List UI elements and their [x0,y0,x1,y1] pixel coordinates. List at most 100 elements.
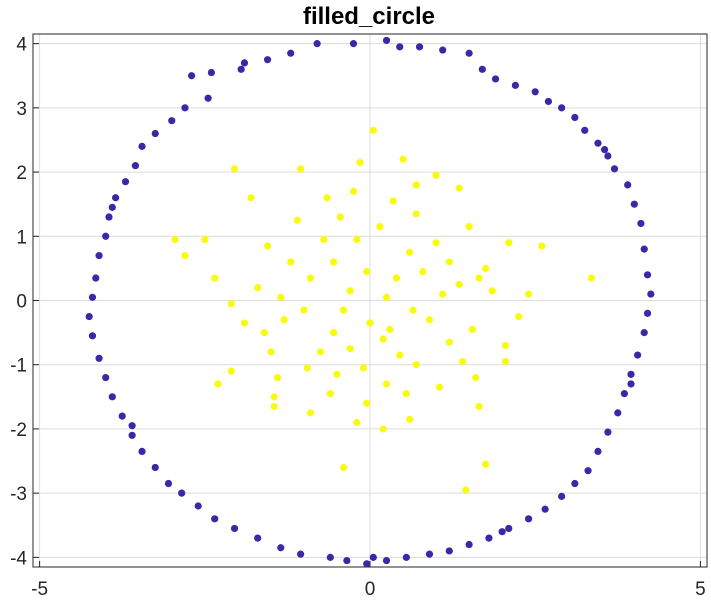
scatter-point-series-2 [505,239,513,247]
scatter-point-series-2 [346,287,354,295]
scatter-point-series-1 [369,553,377,561]
scatter-point-series-2 [412,181,420,189]
scatter-point-series-2 [330,258,338,266]
scatter-point-series-1 [498,528,506,536]
scatter-point-series-1 [92,274,100,282]
scatter-point-series-1 [491,75,500,83]
scatter-point-series-1 [277,544,285,552]
scatter-point-series-1 [178,489,186,497]
scatter-point-series-2 [214,380,222,388]
scatter-point-series-1 [108,203,116,211]
scatter-point-series-1 [640,245,648,253]
scatter-point-series-2 [435,383,443,391]
scatter-point-series-2 [320,235,328,244]
scatter-point-series-2 [419,268,427,276]
scatter-point-series-1 [594,447,602,456]
scatter-point-series-1 [594,139,602,147]
scatter-point-series-2 [293,216,301,224]
scatter-point-series-2 [270,393,278,401]
scatter-point-series-1 [624,181,632,189]
scatter-point-series-2 [316,348,325,356]
x-tick-label: -5 [31,579,48,600]
scatter-point-series-1 [88,332,97,340]
y-tick-label: 0 [16,292,27,313]
scatter-point-series-2 [336,213,344,221]
scatter-point-series-2 [389,197,397,205]
scatter-point-series-2 [260,329,268,337]
scatter-point-series-2 [501,357,510,366]
scatter-point-series-2 [280,316,288,324]
scatter-point-series-1 [571,479,579,488]
scatter-point-series-1 [640,329,648,337]
scatter-point-series-1 [382,556,391,565]
scatter-point-series-1 [544,97,553,106]
scatter-point-series-2 [406,415,414,423]
scatter-point-series-2 [270,402,278,411]
scatter-point-series-2 [439,290,447,298]
scatter-point-series-2 [376,223,384,231]
scatter-point-series-1 [287,49,295,57]
scatter-point-series-2 [475,274,483,282]
scatter-point-series-2 [386,325,394,333]
scatter-point-series-2 [247,194,255,202]
scatter-point-series-1 [121,178,130,186]
scatter-point-series-2 [587,274,595,282]
scatter-point-series-2 [363,268,371,276]
scatter-point-series-1 [505,524,513,533]
scatter-point-series-1 [85,312,93,321]
scatter-point-series-2 [412,361,420,369]
scatter-point-series-1 [478,65,486,73]
y-tick-label: -4 [10,548,27,569]
scatter-point-series-2 [455,184,463,192]
scatter-point-series-2 [306,409,315,417]
x-tick-label: 0 [365,579,376,600]
scatter-point-series-1 [105,213,113,221]
scatter-point-series-2 [359,364,367,372]
scatter-point-series-2 [468,325,477,333]
y-tick-label: -3 [10,484,27,505]
scatter-point-series-2 [455,280,463,289]
scatter-point-series-1 [627,370,635,378]
scatter-point-series-1 [363,560,371,568]
scatter-point-series-1 [263,56,272,64]
scatter-point-series-1 [230,524,239,533]
scatter-point-series-2 [472,373,480,382]
scatter-point-series-2 [333,370,341,378]
scatter-point-series-2 [306,274,315,282]
scatter-point-series-2 [263,242,272,250]
chart-title: filled_circle [303,3,435,30]
scatter-point-series-2 [382,293,391,301]
scatter-point-series-1 [581,126,589,134]
scatter-point-series-1 [415,43,424,51]
scatter-point-series-1 [584,467,592,475]
scatter-point-series-2 [181,251,189,260]
scatter-point-series-1 [88,293,97,301]
axis-ticks: -5 0 5 -4 -3 -2 -1 0 1 2 3 4 [10,35,706,600]
scatter-point-series-2 [346,345,354,353]
grid [33,34,707,567]
scatter-point-series-1 [465,49,473,57]
scatter-point-series-2 [339,463,348,472]
scatter-point-series-2 [458,357,467,366]
scatter-point-series-2 [425,316,434,324]
scatter-point-series-1 [465,540,473,549]
scatter-point-series-1 [168,117,176,125]
scatter-point-series-1 [402,553,410,561]
scatter-point-series-2 [363,399,371,407]
scatter-point-series-1 [511,81,519,89]
scatter-point-series-1 [313,40,321,48]
scatter-point-series-1 [445,547,453,555]
scatter-point-series-2 [399,155,407,163]
scatter-point-series-1 [531,88,539,96]
scatter-point-series-1 [138,142,146,150]
scatter-point-series-2 [482,264,490,272]
scatter-point-series-1 [187,72,196,80]
scatter-point-series-1 [637,219,645,228]
scatter-point-series-2 [330,329,338,337]
scatter-point-series-2 [227,300,235,308]
scatter-point-series-2 [412,210,420,218]
scatter-point-series-2 [326,390,334,398]
scatter-point-series-2 [465,223,473,231]
